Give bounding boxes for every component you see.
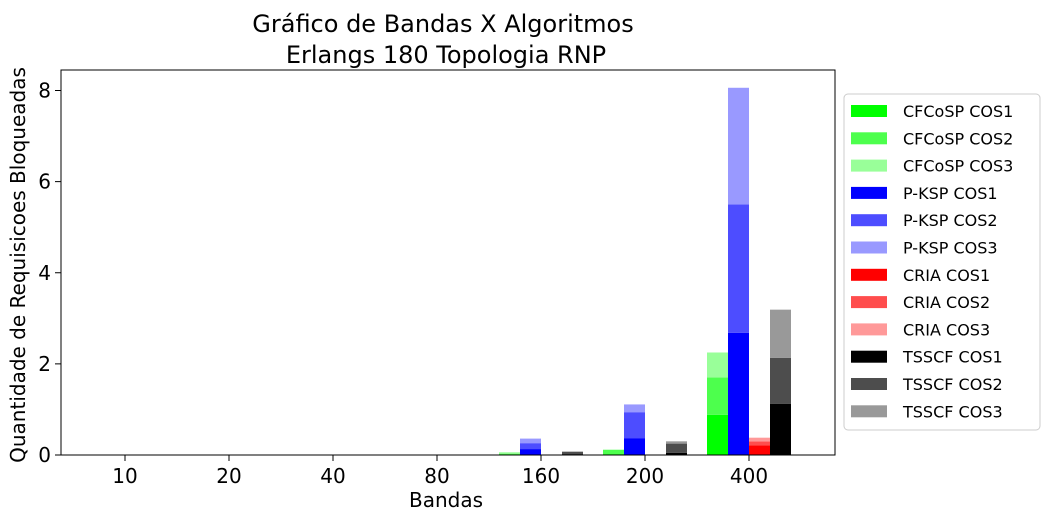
legend-swatch-tsscf-cos3 [851, 405, 887, 418]
legend-label-tsscf-cos1: TSSCF COS1 [902, 348, 1003, 367]
y-axis-label: Quantidade de Requisicoes Bloqueadas [6, 67, 30, 463]
bar-layer [499, 87, 791, 455]
legend-swatch-cfcosp-cos2 [851, 132, 887, 145]
plot-frame [60, 69, 836, 456]
legend: CFCoSP COS1 CFCoSP COS2 CFCoSP COS3 P-KSP C… [843, 93, 1041, 431]
bar-cfcosp-cos3-400 [707, 352, 728, 378]
bar-p-ksp-cos1-160 [520, 449, 541, 455]
x-tick-label: 20 [216, 464, 241, 488]
bar-tsscf-cos3-400 [770, 309, 791, 358]
legend-label-cfcosp-cos1: CFCoSP COS1 [903, 102, 1013, 121]
bar-p-ksp-cos2-160 [520, 443, 541, 450]
legend-swatch-tsscf-cos2 [851, 378, 887, 390]
x-tick-label: 80 [424, 464, 449, 488]
bar-cfcosp-cos2-160 [499, 453, 520, 455]
bar-tsscf-cos1-400 [770, 403, 791, 455]
bar-tsscf-cos1-200 [666, 452, 687, 455]
x-tick-label: 40 [320, 464, 345, 488]
bar-tsscf-cos2-400 [770, 357, 791, 404]
bar-p-ksp-cos3-400 [728, 87, 749, 205]
legend-swatch-p-ksp-cos2 [851, 214, 887, 227]
y-tick-label: 6 [38, 170, 51, 194]
x-tick-label: 160 [522, 464, 560, 488]
legend-swatch-cfcosp-cos1 [851, 105, 887, 117]
legend-swatch-p-ksp-cos1 [851, 186, 887, 199]
bar-cfcosp-cos1-400 [707, 414, 728, 455]
bar-p-ksp-cos3-200 [624, 404, 645, 413]
bar-cria-cos2-400 [749, 441, 770, 446]
x-tick-label: 200 [626, 464, 664, 488]
legend-swatch-cria-cos1 [851, 268, 887, 281]
bar-p-ksp-cos1-400 [728, 332, 749, 455]
bar-tsscf-cos2-200 [666, 443, 687, 453]
bar-tsscf-cos3-200 [666, 441, 687, 444]
y-tick-label: 0 [38, 443, 51, 467]
y-tick-label: 4 [38, 261, 51, 285]
bar-p-ksp-cos3-160 [520, 438, 541, 444]
legend-label-tsscf-cos3: TSSCF COS3 [902, 402, 1003, 421]
bar-p-ksp-cos2-400 [728, 204, 749, 333]
chart-title-line1: Gráfico de Bandas X Algoritmos [252, 10, 633, 38]
y-axis: 0 2 4 6 8 [38, 79, 61, 467]
y-tick-label: 8 [38, 79, 51, 103]
bar-cfcosp-cos2-200 [603, 449, 624, 455]
bar-p-ksp-cos1-200 [624, 438, 645, 455]
x-axis-label: Bandas [409, 488, 483, 512]
bar-tsscf-cos2-160 [562, 451, 583, 455]
bar-p-ksp-cos2-200 [624, 412, 645, 439]
legend-label-cfcosp-cos2: CFCoSP COS2 [903, 129, 1013, 148]
legend-swatch-p-ksp-cos3 [851, 241, 887, 254]
legend-label-cria-cos1: CRIA COS1 [903, 266, 990, 285]
chart-title-line2: Erlangs 180 Topologia RNP [286, 41, 606, 69]
x-axis: 10 20 40 80 160 200 400 [112, 455, 768, 488]
legend-items: CFCoSP COS1 CFCoSP COS2 CFCoSP COS3 P-KSP C… [851, 102, 1013, 421]
legend-label-p-ksp-cos3: P-KSP COS3 [903, 239, 998, 258]
legend-label-tsscf-cos2: TSSCF COS2 [902, 375, 1003, 394]
legend-frame [843, 93, 1041, 431]
bar-cfcosp-cos3-160 [499, 452, 520, 454]
legend-label-cria-cos3: CRIA COS3 [903, 320, 990, 339]
bar-cria-cos1-400 [749, 445, 770, 455]
legend-label-cfcosp-cos3: CFCoSP COS3 [903, 157, 1013, 176]
legend-swatch-cfcosp-cos3 [851, 159, 887, 172]
bar-cfcosp-cos2-400 [707, 377, 728, 415]
x-tick-label: 10 [112, 464, 137, 488]
legend-label-p-ksp-cos2: P-KSP COS2 [903, 211, 998, 230]
y-tick-label: 2 [38, 352, 51, 376]
legend-label-cria-cos2: CRIA COS2 [903, 293, 990, 312]
x-tick-label: 400 [730, 464, 768, 488]
legend-swatch-tsscf-cos1 [851, 350, 887, 363]
legend-swatch-cria-cos3 [851, 323, 887, 336]
legend-label-p-ksp-cos1: P-KSP COS1 [903, 184, 998, 203]
legend-swatch-cria-cos2 [851, 296, 887, 309]
bar-cria-cos3-400 [749, 437, 770, 442]
